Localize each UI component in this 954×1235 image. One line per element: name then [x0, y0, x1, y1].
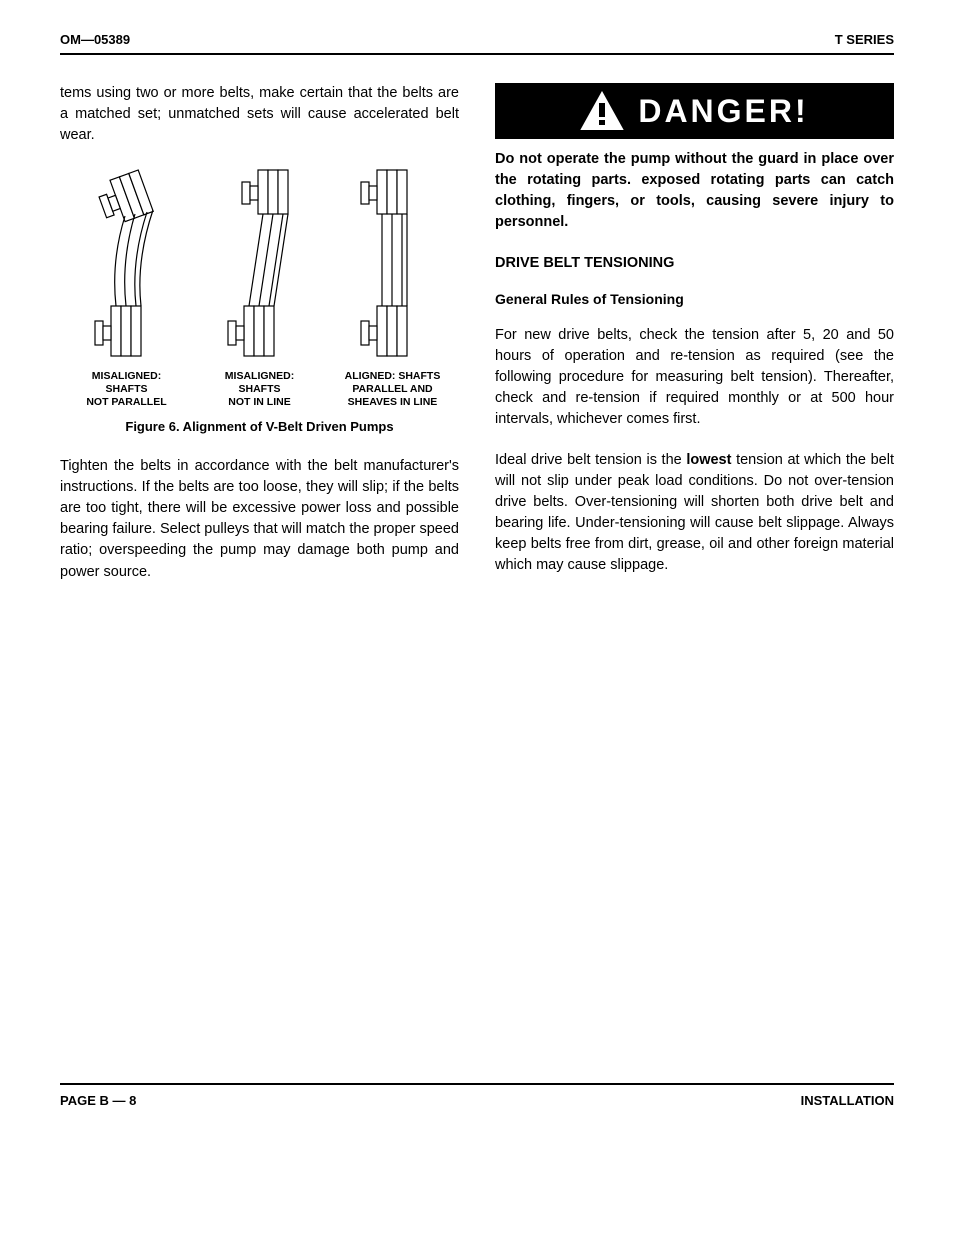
page-footer: PAGE B — 8 INSTALLATION [60, 1083, 894, 1108]
vbelt-diagram-2-icon [210, 166, 310, 366]
intro-paragraph: tems using two or more belts, make certa… [60, 83, 459, 146]
tension-para-1: For new drive belts, check the tension a… [495, 325, 894, 430]
warning-paragraph: Do not operate the pump without the guar… [495, 149, 894, 233]
diagram-misaligned-inline: MISALIGNED: SHAFTS NOT IN LINE [193, 166, 326, 409]
diag3-cap-l3: SHEAVES IN LINE [348, 396, 438, 408]
left-column: tems using two or more belts, make certa… [60, 83, 459, 603]
page-header: OM—05389 T SERIES [60, 32, 894, 55]
header-left: OM—05389 [60, 32, 130, 47]
para2-bold: lowest [686, 452, 731, 468]
diagram-misaligned-parallel: MISALIGNED: SHAFTS NOT PARALLEL [60, 166, 193, 409]
diag2-cap-l3: NOT IN LINE [228, 396, 290, 408]
right-column: DANGER! Do not operate the pump without … [495, 83, 894, 603]
vbelt-diagram-3-icon [343, 166, 443, 366]
diagram-aligned: ALIGNED: SHAFTS PARALLEL AND SHEAVES IN … [326, 166, 459, 409]
figure-title: Figure 6. Alignment of V-Belt Driven Pum… [60, 419, 459, 434]
footer-left: PAGE B — 8 [60, 1093, 136, 1108]
diag3-cap-l2: PARALLEL AND [352, 383, 432, 395]
danger-banner: DANGER! [495, 83, 894, 139]
diag1-cap-l3: NOT PARALLEL [86, 396, 166, 408]
sub-heading: General Rules of Tensioning [495, 291, 894, 307]
vbelt-diagram-1-icon [77, 166, 177, 366]
tension-para-2: Ideal drive belt tension is the lowest t… [495, 450, 894, 576]
para2-pre: Ideal drive belt tension is the [495, 452, 686, 468]
figure-6: MISALIGNED: SHAFTS NOT PARALLEL [60, 166, 459, 434]
diag1-cap-l2: SHAFTS [106, 383, 148, 395]
tighten-paragraph: Tighten the belts in accordance with the… [60, 456, 459, 582]
diag2-cap-l1: MISALIGNED: [225, 370, 294, 382]
warning-triangle-icon [580, 91, 624, 131]
danger-label: DANGER! [638, 93, 808, 130]
para2-post: tension at which the belt will not slip … [495, 452, 894, 573]
diag2-cap-l2: SHAFTS [238, 383, 280, 395]
footer-right: INSTALLATION [801, 1093, 894, 1108]
diag3-cap-l1: ALIGNED: SHAFTS [345, 370, 441, 382]
header-right: T SERIES [835, 32, 894, 47]
section-heading: DRIVE BELT TENSIONING [495, 255, 894, 271]
diag1-cap-l1: MISALIGNED: [92, 370, 161, 382]
